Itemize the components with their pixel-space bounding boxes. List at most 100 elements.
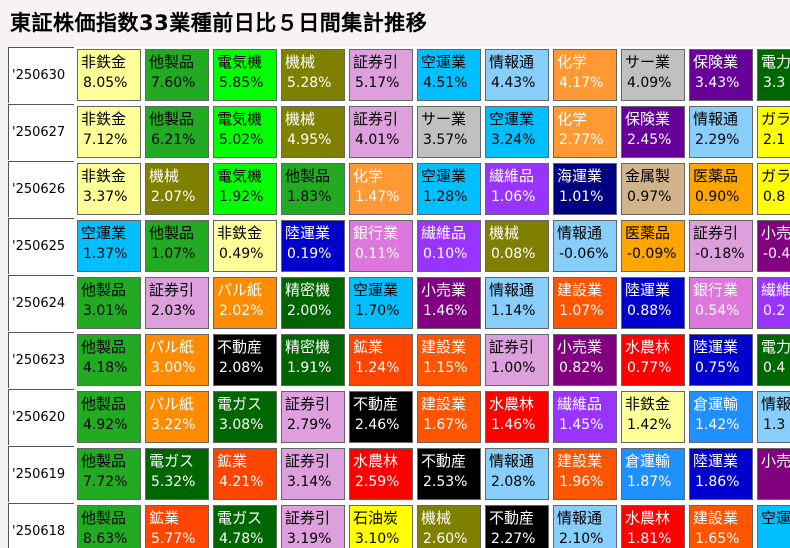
- sector-change: 1.46%: [491, 417, 536, 433]
- sector-name: 情報通: [693, 110, 739, 128]
- sector-cell: 証券引 4.01%: [349, 106, 413, 158]
- sector-name: 銀行業: [693, 281, 739, 299]
- sector-name: ガラ: [761, 167, 790, 185]
- sector-name: 電ガス: [149, 452, 195, 470]
- sector-cell: 電ガス 3.08%: [213, 391, 277, 443]
- sector-cell: 陸運業 0.75%: [689, 334, 753, 386]
- sector-name: 機械: [285, 53, 316, 71]
- sector-name: 小売: [761, 452, 790, 470]
- sector-cell: 倉運輸 1.42%: [689, 391, 753, 443]
- sector-cell: 建設業 1.65%: [689, 505, 753, 548]
- sector-change: 0.08%: [491, 246, 536, 262]
- sector-cell: 水農林 2.59%: [349, 448, 413, 500]
- sector-name: 小売業: [557, 338, 603, 356]
- sector-cell: 不動産 2.53%: [417, 448, 481, 500]
- sector-name: サー業: [625, 53, 671, 71]
- sector-cell: 情報通 1.14%: [485, 277, 549, 329]
- sector-name: 情報通: [489, 281, 535, 299]
- sector-change: -0.06%: [559, 246, 609, 262]
- sector-cell: 空運業 1.28%: [417, 163, 481, 215]
- sector-cell: 精密機 2.00%: [281, 277, 345, 329]
- sector-name: 建設業: [557, 281, 603, 299]
- table-row: '250626 非鉄金 3.37% 機械 2.07% 電気機 1.92% 他製品 1.83% 化学…: [8, 161, 790, 218]
- sector-name: 繊維品: [421, 224, 467, 242]
- sector-name: 医薬品: [693, 167, 739, 185]
- sector-name: 不動産: [489, 509, 535, 527]
- sector-change: 1.65%: [695, 531, 740, 547]
- sector-name: 情報通: [557, 224, 603, 242]
- sector-name: 証券引: [353, 110, 399, 128]
- sector-cell: 水農林 1.46%: [485, 391, 549, 443]
- sector-cell: 機械 5.28%: [281, 49, 345, 101]
- sector-cell: 証券引 5.17%: [349, 49, 413, 101]
- sector-cell: 他製品 6.21%: [145, 106, 209, 158]
- sector-name: 機械: [421, 509, 452, 527]
- sector-cell: 化学 1.47%: [349, 163, 413, 215]
- sector-cell: 空運業 4.51%: [417, 49, 481, 101]
- sector-name: 証券引: [489, 338, 535, 356]
- sector-change: 2.08%: [491, 474, 536, 490]
- sector-cell: 石油炭 3.10%: [349, 505, 413, 548]
- table-row: '250625 空運業 1.37% 他製品 1.07% 非鉄金 0.49% 陸運業 0.19% 銀…: [8, 218, 790, 275]
- sector-cell: 他製品 1.83%: [281, 163, 345, 215]
- sector-cell: 他製品 1.07%: [145, 220, 209, 272]
- sector-cell: 情報 1.3: [757, 391, 790, 443]
- sector-name: 機械: [489, 224, 520, 242]
- sector-change: 2.60%: [423, 531, 468, 547]
- sector-name: 電力: [761, 338, 790, 356]
- sector-cell: 他製品 8.63%: [77, 505, 141, 548]
- sector-name: 証券引: [693, 224, 739, 242]
- sector-cell: 証券引 2.03%: [145, 277, 209, 329]
- row-date: '250625: [8, 218, 74, 274]
- sector-cell: 医薬品 -0.09%: [621, 220, 685, 272]
- sector-name: 金属製: [625, 167, 671, 185]
- row-date: '250623: [8, 332, 74, 388]
- sector-cell: 証券引 3.19%: [281, 505, 345, 548]
- sector-name: 証券引: [149, 281, 195, 299]
- sector-cell: 繊維品 1.06%: [485, 163, 549, 215]
- sector-change: 2.10%: [559, 531, 604, 547]
- sector-change: 2.45%: [627, 132, 672, 148]
- sector-cell: 鉱業 4.21%: [213, 448, 277, 500]
- sector-ranking-table: '250630 非鉄金 8.05% 他製品 7.60% 電気機 5.85% 機械 5.28% 証券…: [8, 47, 790, 548]
- sector-cell: 海運業 1.01%: [553, 163, 617, 215]
- sector-name: 水農林: [625, 338, 671, 356]
- sector-change: 2.03%: [151, 303, 196, 319]
- row-date: '250619: [8, 446, 74, 502]
- sector-cell: 空運: [757, 505, 790, 548]
- sector-cell: 小売業 0.82%: [553, 334, 617, 386]
- sector-name: 他製品: [81, 452, 127, 470]
- sector-cell: 不動産 2.46%: [349, 391, 413, 443]
- sector-cell: 機械 4.95%: [281, 106, 345, 158]
- sector-cell: 機械 2.07%: [145, 163, 209, 215]
- sector-change: 4.78%: [219, 531, 264, 547]
- sector-name: 他製品: [149, 110, 195, 128]
- sector-name: 銀行業: [353, 224, 399, 242]
- sector-name: 保険業: [693, 53, 739, 71]
- sector-change: 7.12%: [83, 132, 128, 148]
- sector-name: 化学: [557, 53, 588, 71]
- sector-cell: 鉱業 5.77%: [145, 505, 209, 548]
- row-date: '250620: [8, 389, 74, 445]
- table-row: '250630 非鉄金 8.05% 他製品 7.60% 電気機 5.85% 機械 5.28% 証券…: [8, 47, 790, 104]
- sector-change: 4.21%: [219, 474, 264, 490]
- sector-cell: 電ガス 5.32%: [145, 448, 209, 500]
- sector-change: 2.02%: [219, 303, 264, 319]
- sector-name: 不動産: [353, 395, 399, 413]
- row-date: '250627: [8, 104, 74, 160]
- sector-cell: 他製品 3.01%: [77, 277, 141, 329]
- sector-cell: 証券引 1.00%: [485, 334, 549, 386]
- sector-change: 1.46%: [423, 303, 468, 319]
- sector-cell: 陸運業 1.86%: [689, 448, 753, 500]
- sector-name: 他製品: [149, 224, 195, 242]
- table-row: '250623 他製品 4.18% パル紙 3.00% 不動産 2.08% 精密機 1.91% 鉱…: [8, 332, 790, 389]
- sector-change: 1.3: [763, 417, 786, 433]
- sector-change: 3.3: [763, 75, 786, 91]
- sector-cell: 建設業 1.07%: [553, 277, 617, 329]
- sector-change: 1.07%: [559, 303, 604, 319]
- sector-name: 情報通: [489, 452, 535, 470]
- sector-name: 空運業: [421, 53, 467, 71]
- sector-change: 0.10%: [423, 246, 468, 262]
- sector-cell: 電気機 5.85%: [213, 49, 277, 101]
- sector-change: 0.19%: [287, 246, 332, 262]
